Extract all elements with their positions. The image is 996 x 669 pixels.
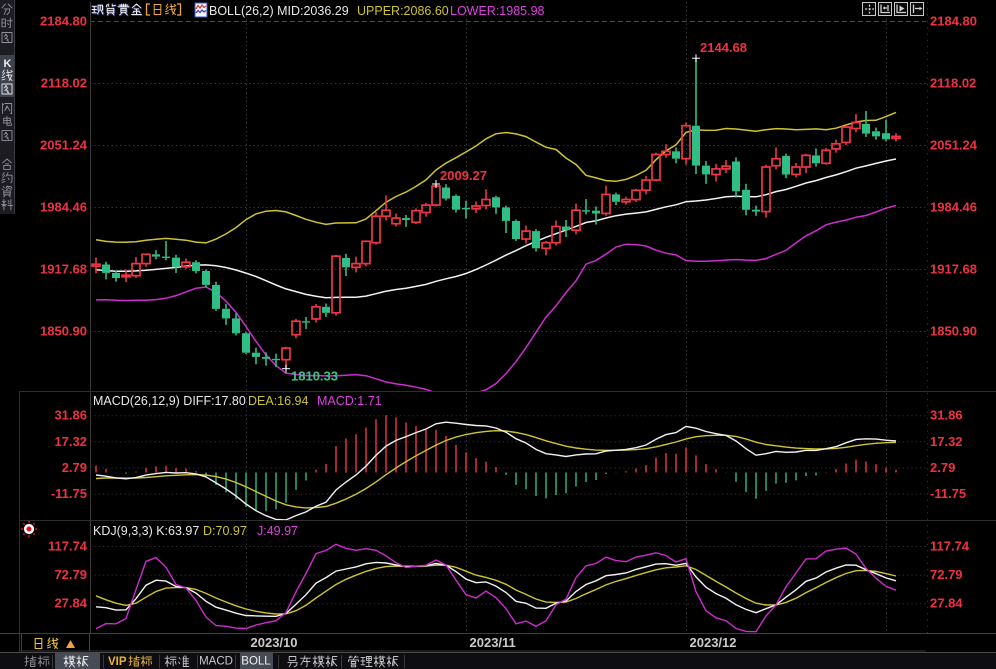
svg-text:2.79: 2.79: [930, 460, 955, 475]
svg-text:17.32: 17.32: [54, 434, 87, 449]
svg-text:117.74: 117.74: [48, 539, 88, 554]
svg-text:J:49.97: J:49.97: [257, 524, 298, 538]
svg-text:LOWER:1985.98: LOWER:1985.98: [450, 4, 545, 18]
svg-text:117.74: 117.74: [930, 539, 970, 554]
svg-text:2023/10: 2023/10: [251, 635, 298, 650]
svg-text:27.84: 27.84: [930, 596, 963, 611]
svg-text:2118.02: 2118.02: [930, 76, 976, 91]
svg-text:2051.24: 2051.24: [930, 138, 978, 153]
svg-text:KDJ(9,3,3) K:63.97: KDJ(9,3,3) K:63.97: [93, 524, 199, 538]
svg-text:2184.80: 2184.80: [40, 14, 87, 29]
svg-text:17.32: 17.32: [930, 434, 963, 449]
svg-text:2118.02: 2118.02: [41, 76, 87, 91]
svg-text:1917.68: 1917.68: [930, 262, 977, 277]
svg-text:MACD(26,12,9) DIFF:17.80: MACD(26,12,9) DIFF:17.80: [93, 394, 246, 408]
svg-text:2023/12: 2023/12: [690, 635, 737, 650]
svg-text:31.86: 31.86: [930, 408, 963, 423]
svg-text:2023/11: 2023/11: [470, 635, 516, 650]
svg-text:-11.75: -11.75: [51, 486, 87, 501]
svg-text:1984.46: 1984.46: [40, 200, 87, 215]
svg-text:2051.24: 2051.24: [40, 138, 88, 153]
svg-text:D:70.97: D:70.97: [203, 524, 247, 538]
svg-text:1850.90: 1850.90: [40, 324, 87, 339]
svg-text:-11.75: -11.75: [930, 486, 966, 501]
svg-text:72.79: 72.79: [54, 567, 87, 582]
svg-text:2.79: 2.79: [62, 460, 87, 475]
svg-text:2144.68: 2144.68: [700, 40, 747, 55]
svg-text:DEA:16.94: DEA:16.94: [248, 394, 309, 408]
svg-text:27.84: 27.84: [54, 596, 87, 611]
svg-text:1850.90: 1850.90: [930, 324, 977, 339]
svg-text:UPPER:2086.60: UPPER:2086.60: [357, 4, 449, 18]
svg-text:31.86: 31.86: [54, 408, 87, 423]
svg-text:MACD:1.71: MACD:1.71: [317, 394, 382, 408]
svg-text:1810.33: 1810.33: [291, 369, 338, 384]
svg-text:2009.27: 2009.27: [440, 168, 487, 183]
svg-text:BOLL: BOLL: [241, 656, 271, 668]
svg-text:MACD: MACD: [199, 656, 233, 668]
svg-text:2184.80: 2184.80: [930, 14, 977, 29]
svg-text:1984.46: 1984.46: [930, 200, 977, 215]
svg-text:K: K: [4, 58, 12, 70]
svg-text:1917.68: 1917.68: [40, 262, 87, 277]
svg-text:BOLL(26,2) MID:2036.29: BOLL(26,2) MID:2036.29: [209, 4, 349, 18]
svg-text:72.79: 72.79: [930, 567, 963, 582]
svg-text:VIP: VIP: [108, 656, 127, 668]
